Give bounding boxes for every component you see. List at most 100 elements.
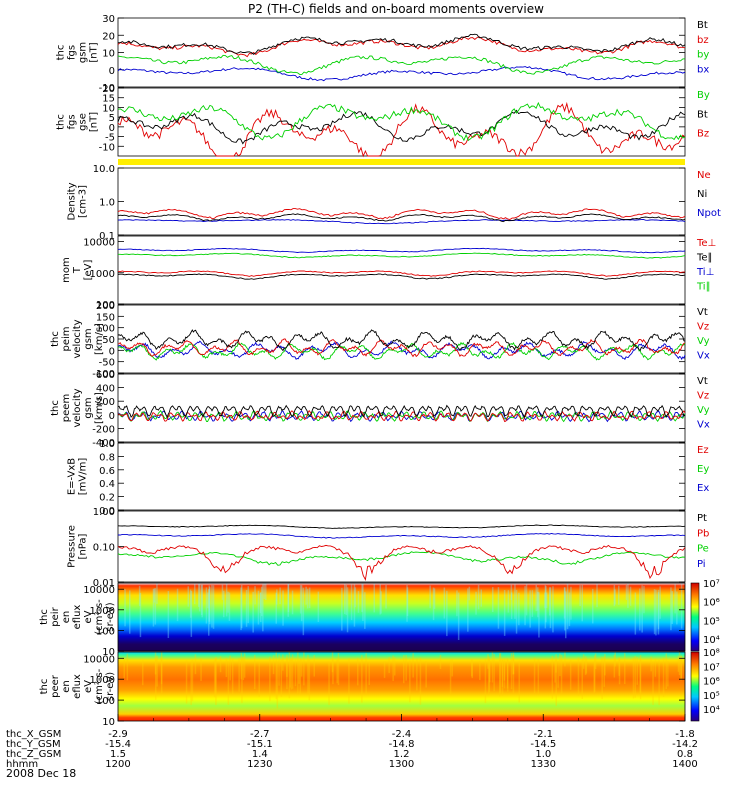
- e_vxb-ylabel-line: [mV/m]: [78, 458, 89, 496]
- peir_spec-streak: [581, 584, 583, 622]
- peir_spec-streak: [639, 588, 641, 631]
- peir_spec-streak: [655, 589, 657, 636]
- density-ylabel-line: [cm-3]: [78, 185, 89, 218]
- pressure-ytick-label: 0.01: [93, 578, 115, 589]
- x-row-value: -1.8: [675, 729, 695, 740]
- peem_vel-series-Vy: [117, 409, 686, 423]
- peer_spec-streak: [290, 657, 293, 690]
- mom_temp-ylabel-line: [eV]: [83, 260, 94, 281]
- peir_spec-streak: [544, 585, 547, 629]
- peer_spec-streak: [639, 655, 642, 700]
- peer_spec-ylabel-line: thc: [39, 679, 50, 695]
- peir_spec-streak: [467, 588, 469, 632]
- x-row-value: 1.0: [535, 749, 551, 760]
- peir_spec-streak: [257, 590, 260, 625]
- peir_spec-streak: [613, 585, 616, 607]
- peir_spec-streak: [189, 589, 192, 618]
- peer_spec-colorbar-label: 10⁴: [703, 705, 720, 716]
- peir_spec-streak: [209, 587, 211, 625]
- peer_spec-streak: [484, 658, 487, 703]
- fgs_gse-legend-2: Bz: [697, 129, 709, 140]
- peer_spec-streak: [185, 660, 188, 704]
- peer_spec-ylabel-line: sr-eV): [105, 672, 116, 701]
- density-legend-2: Npot: [697, 208, 721, 219]
- peer_spec-streak: [471, 660, 473, 679]
- peir_spec-streak: [537, 587, 539, 611]
- fgs_gsm-series-bz: [117, 36, 686, 58]
- fgs_gse-ylabel-line: [nT]: [89, 112, 100, 132]
- peer_spec-streak: [241, 657, 243, 704]
- peer_spec-streak: [604, 653, 606, 676]
- peer_spec-streak: [368, 661, 370, 685]
- peir_spec-streak: [176, 588, 179, 622]
- peir_spec-streak: [380, 591, 382, 614]
- peir_spec-streak: [579, 585, 581, 606]
- peir_spec-colorbar-label: 10⁶: [703, 598, 720, 609]
- peir_spec-streak: [545, 592, 548, 608]
- pressure-legend-2: Pe: [697, 544, 709, 555]
- pressure-frame: [117, 510, 686, 583]
- peir_spec-streak: [641, 585, 643, 633]
- peer_spec-streak: [439, 654, 442, 669]
- peir_spec-streak: [190, 591, 193, 637]
- peer_spec-streak: [416, 658, 418, 691]
- peer_spec-streak: [677, 655, 680, 672]
- peim_vel-ylabel-line: velocity: [72, 319, 83, 358]
- x-row-label: hhmm: [6, 759, 38, 770]
- e_vxb-ytick-label: 0.8: [99, 452, 115, 463]
- peir_spec-streak: [167, 591, 170, 638]
- peir_spec-streak: [361, 583, 363, 613]
- peir_spec-streak: [205, 587, 208, 624]
- peir_spec-streak: [276, 589, 278, 605]
- peer_spec-streak: [499, 653, 502, 693]
- peer_spec-streak: [272, 655, 275, 675]
- peir_spec-streak: [446, 590, 448, 637]
- peir_spec-streak: [468, 586, 471, 601]
- peer_spec-streak: [618, 657, 621, 685]
- peer_spec-streak: [537, 659, 540, 694]
- peer_spec-streak: [487, 654, 489, 669]
- peir_spec-streak: [306, 588, 309, 609]
- panel-fgs_gsm: -10 0 10 20 30 thc fgs gsm [nT] Bt bz by bx: [56, 14, 710, 94]
- fgs_gse-ytick-label: -5: [105, 133, 115, 144]
- peem_vel-ytick-label: -200: [92, 424, 115, 435]
- peer_spec-streak: [291, 654, 294, 689]
- peer_spec-streak: [160, 657, 163, 685]
- density-series-Ni: [117, 213, 686, 223]
- peem_vel-legend-2: Vy: [697, 405, 710, 416]
- e_vxb-ytick-label: 0.2: [99, 493, 115, 504]
- peer_spec-streak: [665, 653, 667, 689]
- peem_vel-legend-1: Vz: [697, 391, 709, 402]
- peir_spec-colorbar-label: 10⁷: [703, 579, 720, 590]
- peer_spec-streak: [307, 654, 309, 694]
- peir_spec-ylabel-line: eV: [83, 610, 94, 623]
- peer_spec-streak: [288, 652, 291, 699]
- peir_spec-spectrogram: [118, 583, 685, 651]
- peem_vel-ytick-label: -400: [92, 438, 115, 449]
- peir_spec-streak: [287, 584, 289, 617]
- peer_spec-streak: [200, 658, 202, 681]
- peir_spec-streak: [570, 586, 572, 620]
- peer_spec-streak: [594, 655, 596, 692]
- peer_spec-streak: [126, 653, 129, 681]
- peir_spec-streak: [245, 590, 248, 627]
- peem_vel-ytick-label: 600: [96, 370, 115, 381]
- peer_spec-ytick-label: 100: [96, 696, 115, 707]
- peir_spec-streak: [225, 583, 228, 617]
- peer_spec-streak: [652, 661, 654, 705]
- peim_vel-series-Vz: [117, 338, 686, 358]
- peir_spec-streak: [565, 591, 567, 639]
- pressure-series-Pe: [117, 551, 686, 566]
- peer_spec-streak: [361, 655, 363, 703]
- peir_spec-streak: [308, 587, 311, 609]
- pressure-ylabel-line: Pressure: [67, 525, 78, 568]
- peem_vel-ylabel-line: thc: [50, 400, 61, 416]
- fgs_gse-ylabel-line: fgs: [67, 114, 78, 129]
- peer_spec-streak: [507, 659, 509, 692]
- fgs_gse-ytick-label: 20: [102, 84, 115, 95]
- mom_temp-series-Te∥: [117, 273, 686, 280]
- peir_spec-streak: [475, 591, 477, 615]
- peir_spec-streak: [510, 584, 513, 601]
- peir_spec-streak: [279, 587, 281, 605]
- peim_vel-ytick-label: 150: [96, 312, 115, 323]
